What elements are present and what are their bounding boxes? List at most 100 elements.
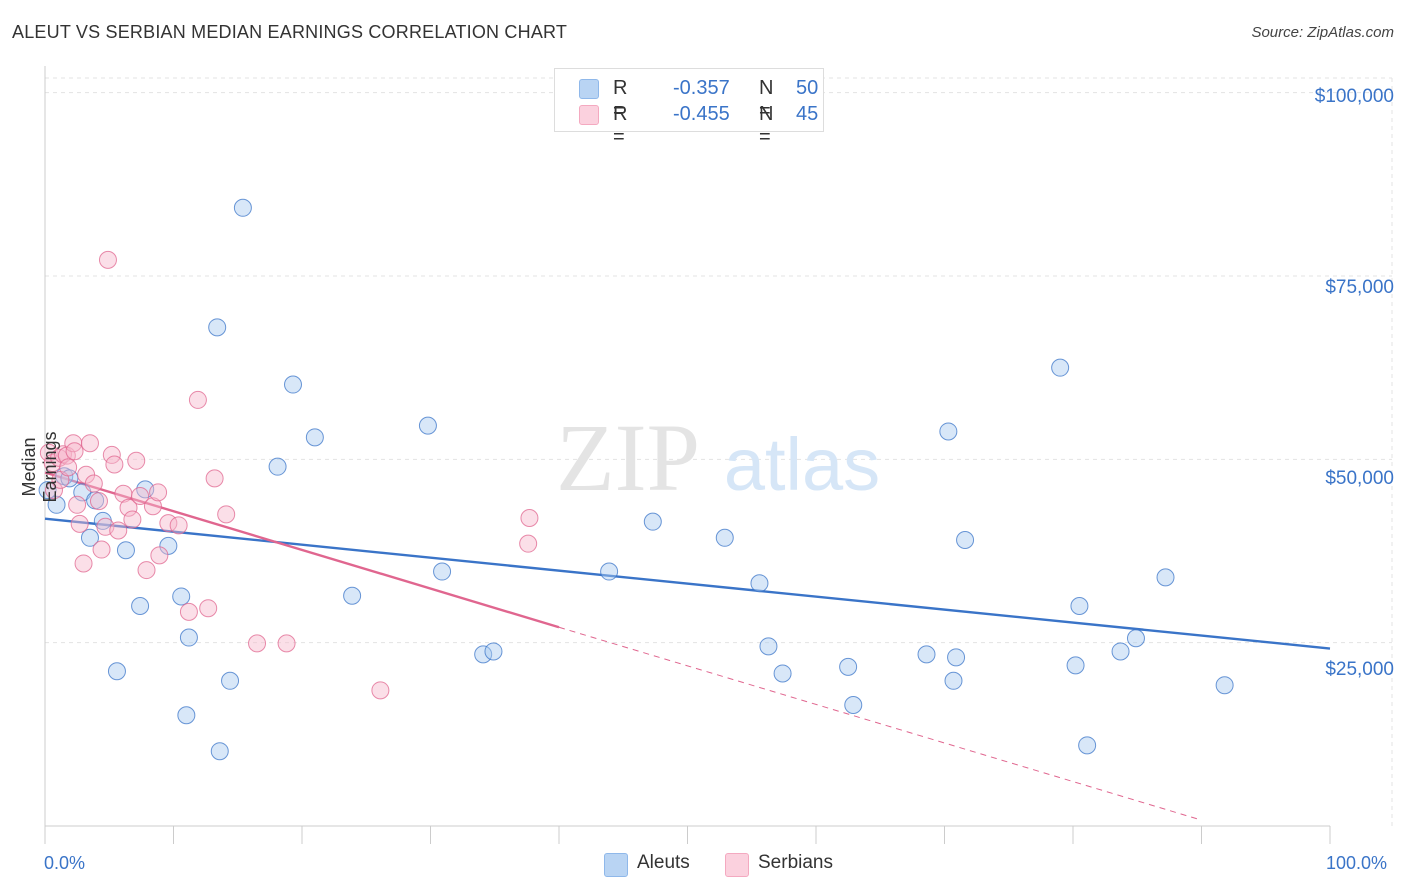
y-tick-50000: $50,000 [1325,468,1394,489]
point-serbians [371,681,390,700]
point-serbians [150,546,169,565]
watermark: ZIP atlas [556,404,880,511]
y-tick-25000: $25,000 [1325,659,1394,680]
point-serbians [277,634,296,653]
r-value: -0.357 [673,77,730,99]
point-aleuts [233,198,252,217]
point-serbians [59,458,78,477]
point-aleuts [418,416,437,435]
point-serbians [39,443,58,462]
point-serbians [98,250,117,269]
point-serbians [119,498,138,517]
y-axis-label: Median Earnings [19,431,60,503]
point-aleuts [1156,568,1175,587]
point-aleuts [172,587,191,606]
point-aleuts [433,562,452,581]
point-serbians [143,497,162,516]
y-tick-100000: $100,000 [1314,86,1394,107]
point-serbians [179,602,198,621]
point-aleuts [944,671,963,690]
grid-lines [45,77,1393,826]
point-aleuts [947,648,966,667]
x-tick-100: 100.0% [1326,853,1388,873]
point-aleuts [177,706,196,725]
n-value: 50 [796,77,819,99]
stats-legend: R = -0.357 N = 50 R = -0.455 N = 45 [554,68,824,148]
source-label: Source: ZipAtlas.com [1251,24,1394,41]
point-aleuts [773,664,792,683]
point-serbians [105,455,124,474]
n-label: N = [759,77,774,122]
point-aleuts [1051,358,1070,377]
trend-line-serbians-extension [558,626,1202,821]
r-label: R = [613,77,628,122]
axes [44,66,1331,844]
point-serbians [68,495,87,514]
point-serbians [74,554,93,573]
point-aleuts [844,696,863,714]
point-aleuts [1111,642,1130,661]
point-aleuts [643,512,662,531]
bottom-legend-label: Aleuts [637,852,690,873]
point-serbians [89,492,108,511]
point-serbians [248,634,267,653]
point-serbians [127,451,146,470]
r-label: R = [613,103,628,148]
legend-swatch-aleuts [579,79,599,99]
n-label: N = [759,103,774,148]
bottom-swatch-aleuts [604,853,628,877]
point-aleuts [268,457,287,476]
point-serbians [188,390,207,409]
point-aleuts [750,574,769,593]
point-aleuts [1126,629,1145,648]
point-aleuts [47,495,66,514]
point-aleuts [759,637,778,656]
point-serbians [123,510,142,529]
point-aleuts [917,645,936,664]
point-aleuts [210,742,229,761]
point-aleuts [284,375,303,394]
point-aleuts [1066,656,1085,675]
bottom-legend-label: Serbians [758,852,833,873]
data-points [38,198,1234,761]
watermark-zip: ZIP [556,404,700,511]
watermark-atlas: atlas [724,423,880,506]
point-aleuts [839,657,858,676]
point-aleuts [208,318,227,337]
point-serbians [44,481,63,500]
point-aleuts [1078,736,1097,755]
point-serbians [149,483,168,502]
point-aleuts [38,481,57,500]
point-serbians [199,599,218,618]
point-aleuts [939,422,958,441]
point-serbians [131,487,150,505]
point-aleuts [715,528,734,547]
point-aleuts [484,642,503,661]
chart-title: ALEUT VS SERBIAN MEDIAN EARNINGS CORRELA… [12,22,568,42]
point-serbians [80,434,99,453]
point-serbians [205,469,224,488]
point-aleuts [116,541,135,560]
point-aleuts [1070,597,1089,615]
point-aleuts [600,562,619,581]
point-serbians [519,534,538,553]
point-serbians [109,521,128,540]
point-aleuts [131,597,150,615]
point-aleuts [221,671,240,690]
point-serbians [137,561,156,580]
point-serbians [520,509,539,527]
legend-swatch-serbians [579,105,599,125]
r-value: -0.455 [673,103,730,125]
point-serbians [169,516,188,535]
point-aleuts [305,428,324,447]
point-aleuts [80,528,99,547]
point-aleuts [159,536,178,555]
point-aleuts [474,645,493,664]
trend-line-aleuts [44,517,1331,650]
point-aleuts [107,662,126,681]
point-aleuts [343,586,362,605]
x-tick-0: 0.0% [44,853,86,873]
y-tick-75000: $75,000 [1325,277,1394,298]
point-aleuts [1215,676,1234,695]
point-serbians [92,540,111,559]
